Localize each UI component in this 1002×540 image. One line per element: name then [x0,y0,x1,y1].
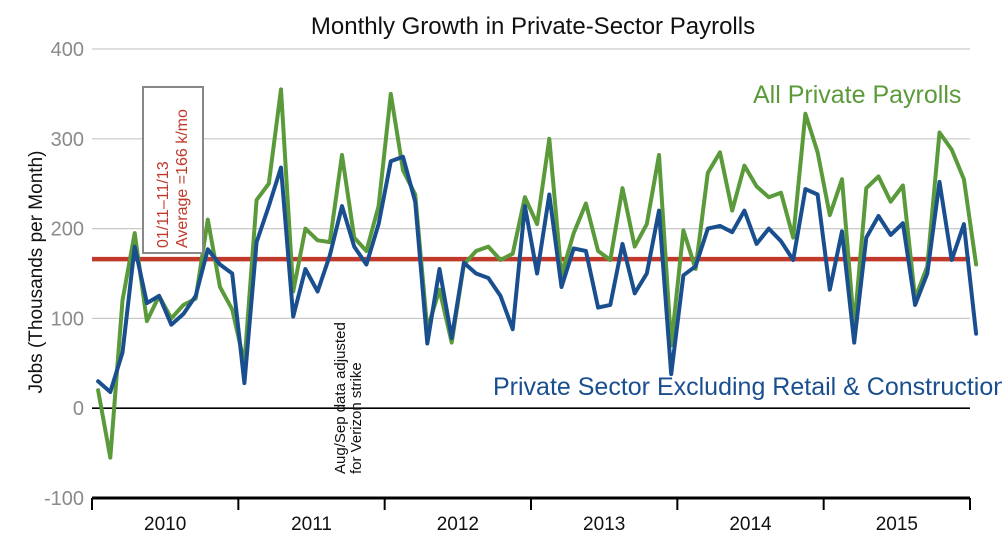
verizon-note-line1: Aug/Sep data adjusted [332,322,349,474]
series-lines [96,87,979,460]
y-tick-label: -100 [44,488,84,510]
legend-private-excl-retail: Private Sector Excluding Retail & Constr… [493,373,1002,401]
average-callout: 01/11–11/13 Average =166 k/mo [142,86,204,254]
series-private-excl-retail-line [96,154,979,394]
x-tick-label: 2012 [437,514,479,535]
y-tick-label: 100 [51,308,84,330]
x-tick-label: 2015 [876,514,918,535]
verizon-note-line2: for Verizon strike [348,362,365,474]
x-tick-label: 2011 [291,514,332,535]
x-axis: 2010 2011 2012 2013 2014 2015 [91,496,971,535]
x-tick-label: 2013 [583,514,625,535]
y-tick-label: 400 [51,39,84,61]
y-axis-ticks: 400 300 200 100 0 -100 [44,39,84,510]
x-tick-label: 2010 [144,514,186,535]
legend-all-private: All Private Payrolls [753,81,961,109]
chart-title: Monthly Growth in Private-Sector Payroll… [311,13,755,40]
y-axis-label: Jobs (Thousands per Month) [26,151,47,394]
y-tick-label: 0 [73,398,84,420]
average-value-label: Average =166 k/mo [174,109,191,248]
average-range-label: 01/11–11/13 [155,161,172,248]
x-tick-label: 2014 [729,514,772,535]
y-tick-label: 300 [51,129,84,151]
y-tick-label: 200 [51,219,84,241]
